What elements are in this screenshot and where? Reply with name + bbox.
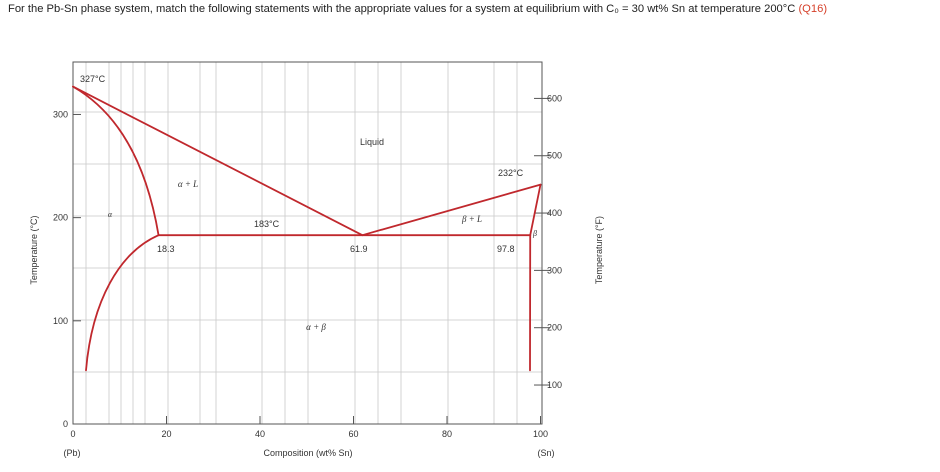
alpha-max-composition-label: 18.3: [157, 244, 175, 254]
liquidus-right: [361, 183, 542, 237]
x-tick-label: 20: [161, 429, 171, 439]
y-right-tick-label: 600: [547, 93, 562, 103]
liquidus-left: [72, 85, 364, 237]
grid-lines: [73, 62, 542, 424]
plot-border: [72, 61, 543, 425]
y-right-tick-label: 500: [547, 151, 562, 161]
x-axis-tick-labels: 0 20 40 60 80 100: [70, 429, 548, 439]
x-axis-left-end-label: (Pb): [63, 448, 80, 458]
y-left-tick-label: 100: [53, 316, 68, 326]
x-tick-label: 40: [255, 429, 265, 439]
plot-frame: [72, 61, 550, 425]
x-axis-right-end-label: (Sn): [537, 448, 554, 458]
y-axis-right-tick-labels: 100 200 300 400 500 600: [547, 93, 562, 390]
x-axis-title: Composition (wt% Sn): [263, 448, 352, 458]
pb-melting-point-label: 327°C: [80, 74, 106, 84]
question-text: For the Pb-Sn phase system, match the fo…: [8, 3, 827, 15]
y-axis-right-title: Temperature (°F): [594, 216, 604, 284]
x-tick-label: 60: [348, 429, 358, 439]
alpha-region-label: α: [108, 210, 113, 219]
y-right-tick-label: 400: [547, 208, 562, 218]
beta-liquid-region-label: β + L: [461, 214, 482, 224]
question-statement: For the Pb-Sn phase system, match the fo…: [8, 3, 796, 15]
eutectic-temperature-label: 183°C: [254, 219, 280, 229]
y-left-tick-label: 300: [53, 109, 68, 119]
x-tick-label: 80: [442, 429, 452, 439]
y-left-tick-label: 200: [53, 213, 68, 223]
y-right-tick-label: 200: [547, 323, 562, 333]
phase-boundaries: [72, 85, 542, 372]
alpha-liquid-region-label: α + L: [178, 179, 198, 189]
x-tick-label: 100: [533, 429, 548, 439]
eutectic-composition-label: 61.9: [350, 244, 368, 254]
beta-region-label: β: [532, 229, 537, 238]
solidus-right: [529, 183, 542, 237]
liquid-region-label: Liquid: [360, 137, 384, 147]
solidus-left: [72, 85, 160, 237]
y-right-tick-label: 300: [547, 265, 562, 275]
y-axis-left-tick-labels: 0 100 200 300: [53, 109, 68, 429]
y-axis-left-title: Temperature (°C): [29, 215, 39, 284]
beta-min-composition-label: 97.8: [497, 244, 515, 254]
y-left-tick-label: 0: [63, 419, 68, 429]
x-tick-label: 0: [70, 429, 75, 439]
solvus-left: [85, 234, 160, 372]
question-reference: (Q16): [798, 3, 828, 15]
sn-melting-point-label: 232°C: [498, 168, 524, 178]
y-right-tick-label: 100: [547, 380, 562, 390]
alpha-beta-region-label: α + β: [306, 322, 326, 332]
